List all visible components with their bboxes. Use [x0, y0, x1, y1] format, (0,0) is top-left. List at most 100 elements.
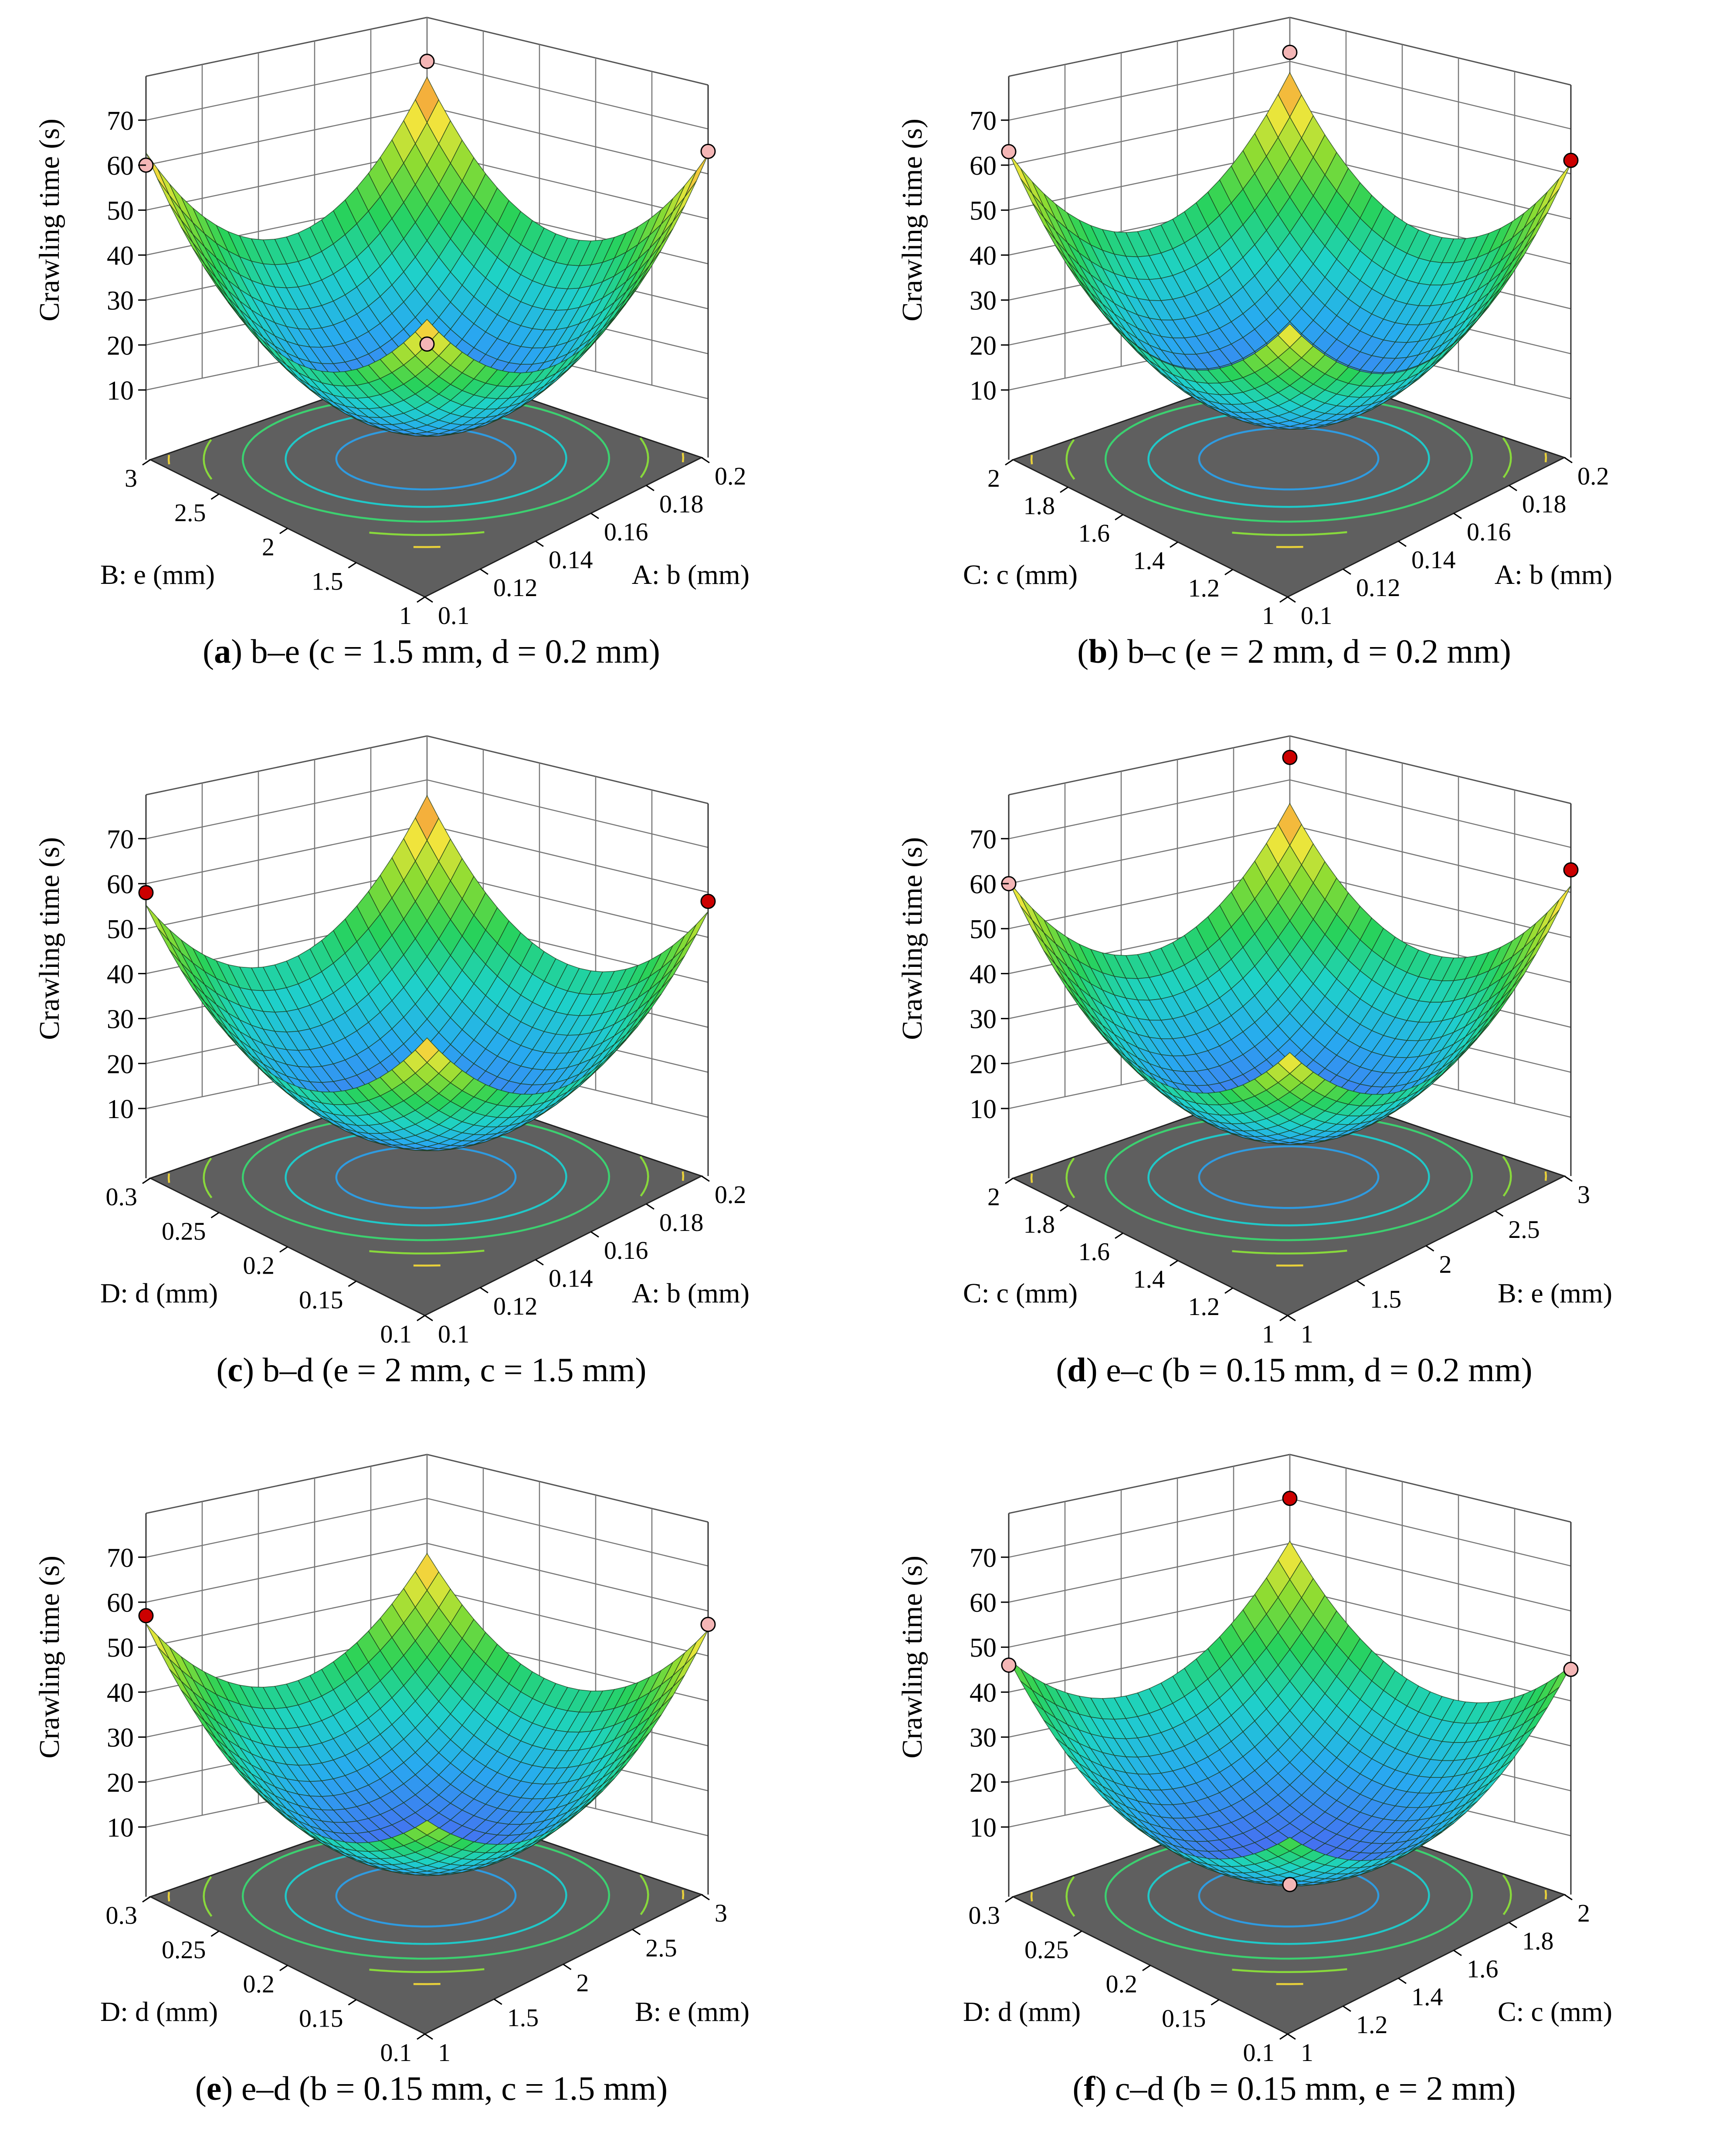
x-axis-label: A: b (mm): [632, 559, 749, 590]
chart-panel-c: 10 20 30 40 50 60 70 Crawling time (s) 0.1 0.12 0.…: [0, 719, 863, 1437]
z-tick-label: 50: [107, 1633, 134, 1663]
grid-line: [146, 61, 427, 121]
x-tick: [563, 1963, 572, 1970]
design-point: [138, 885, 154, 901]
x-tick-label: 0.18: [1522, 490, 1567, 518]
z-tick-label: 30: [107, 1723, 134, 1753]
design-point: [1282, 749, 1298, 765]
surface-mesh: [1008, 71, 1571, 430]
y-tick-label: 0.2: [1106, 1970, 1138, 1998]
x-tick-label: 1.8: [1522, 1927, 1554, 1955]
contours: [1030, 1806, 1547, 1985]
x-tick-label: 1.4: [1411, 1983, 1443, 2011]
grid-line: [1008, 61, 1290, 121]
x-tick-label: 1: [1301, 2038, 1313, 2067]
contour-line-3: [241, 1113, 610, 1241]
y-tick: [1005, 1896, 1014, 1903]
y-tick: [142, 1177, 151, 1184]
y-tick-label: 1.2: [1188, 574, 1220, 602]
contour-line-2: [285, 1128, 567, 1227]
y-tick: [1005, 1177, 1014, 1184]
contour-line-1: [335, 1145, 517, 1209]
contour-line-5: [1030, 1806, 1547, 1985]
panel-letter: c: [227, 1351, 243, 1389]
x-tick-label: 0.12: [493, 573, 538, 602]
frame-edge: [1289, 1454, 1571, 1523]
x-tick-label: 3: [1577, 1180, 1590, 1209]
contour-line-1: [335, 427, 517, 491]
x-tick: [701, 1894, 710, 1901]
x-tick-label: 0.1: [1301, 601, 1333, 630]
z-tick-label: 30: [107, 1005, 134, 1034]
grid-line: [1289, 1587, 1571, 1657]
x-axis-label: A: b (mm): [632, 1278, 749, 1309]
contour-line-2: [285, 409, 567, 508]
x-tick-label: 0.1: [438, 1320, 470, 1348]
x-tick-label: 0.12: [493, 1292, 538, 1320]
contour-line-5: [167, 1806, 685, 1985]
y-tick-label: 1: [1262, 601, 1275, 630]
caption-text: b–d (e = 2 mm, c = 1.5 mm): [262, 1351, 647, 1389]
contours: [167, 1806, 685, 1985]
y-axis-label: C: c (mm): [963, 559, 1078, 590]
surface-cell: [415, 319, 439, 346]
y-tick: [1005, 459, 1014, 466]
frame-edge: [1008, 17, 1290, 77]
z-axis: 10 20 30 40 50 60 70: [107, 1543, 146, 1843]
y-tick: [1060, 486, 1068, 493]
y-axis: 1 1.2 1.4 1.6 1.8 2: [987, 1177, 1288, 1348]
caption-text: b–c (e = 2 mm, d = 0.2 mm): [1127, 632, 1511, 670]
x-tick-label: 0.12: [1356, 573, 1400, 602]
x-tick-label: 2.5: [1508, 1215, 1540, 1244]
grid-line: [1008, 824, 1290, 885]
surface-cell: [1547, 163, 1571, 204]
grid-line: [427, 779, 709, 848]
z-tick-label: 70: [970, 106, 997, 136]
contour-line-2: [1147, 1846, 1430, 1945]
z-tick-label: 60: [970, 870, 997, 899]
contour-line-4: [203, 1818, 649, 1973]
z-tick-label: 20: [107, 331, 134, 361]
z-tick-label: 60: [970, 1588, 997, 1618]
grid-line: [146, 1542, 427, 1603]
y-tick-label: 0.25: [162, 1217, 206, 1245]
x-axis: 0.1 0.12 0.14 0.16 0.18 0.2: [424, 1175, 746, 1348]
grid-line: [1008, 1542, 1290, 1603]
surface-plot-f: 10 20 30 40 50 60 70 Crawling time (s) 1 1.2 1.4 1.…: [896, 1454, 1612, 2067]
z-tick-label: 30: [970, 286, 997, 316]
x-tick: [1356, 1280, 1365, 1287]
grid-line: [1289, 105, 1571, 175]
y-tick: [348, 562, 357, 569]
x-tick: [480, 568, 488, 575]
design-point: [1282, 44, 1298, 60]
x-tick: [1343, 568, 1351, 575]
panel-caption: (c) b–d (e = 2 mm, c = 1.5 mm): [216, 1351, 647, 1389]
z-axis: 10 20 30 40 50 60 70: [107, 106, 146, 406]
x-axis-label: C: c (mm): [1498, 1996, 1612, 2027]
grid-line: [146, 1498, 427, 1558]
z-tick-label: 10: [107, 1095, 134, 1124]
surface-cell: [1277, 1052, 1302, 1074]
contours: [167, 369, 685, 548]
contour-line-3: [1104, 394, 1473, 523]
chart-panel-e: 10 20 30 40 50 60 70 Crawling time (s) 1 1.5 2 2.5 3…: [0, 1437, 863, 2156]
z-tick-label: 50: [107, 915, 134, 944]
y-tick-label: 1.4: [1133, 1265, 1165, 1293]
y-tick: [417, 2033, 425, 2040]
y-tick: [1142, 1965, 1151, 1971]
z-tick-label: 20: [970, 331, 997, 361]
y-axis: 0.1 0.15 0.2 0.25 0.3: [106, 1177, 425, 1348]
panel-letter: d: [1067, 1351, 1086, 1389]
surface-cell: [414, 1820, 440, 1836]
z-tick-label: 40: [107, 241, 134, 271]
chart-panel-f: 10 20 30 40 50 60 70 Crawling time (s) 1 1.2 1.4 1.…: [863, 1437, 1726, 2156]
y-tick: [279, 1965, 288, 1971]
z-axis: 10 20 30 40 50 60 70: [970, 1543, 1009, 1843]
frame-edge: [1289, 17, 1571, 86]
y-tick-label: 1.6: [1078, 519, 1110, 547]
frame-edge: [1289, 735, 1571, 804]
x-tick: [1287, 596, 1296, 603]
x-tick: [1509, 485, 1517, 492]
contour-line-1: [1198, 427, 1380, 491]
